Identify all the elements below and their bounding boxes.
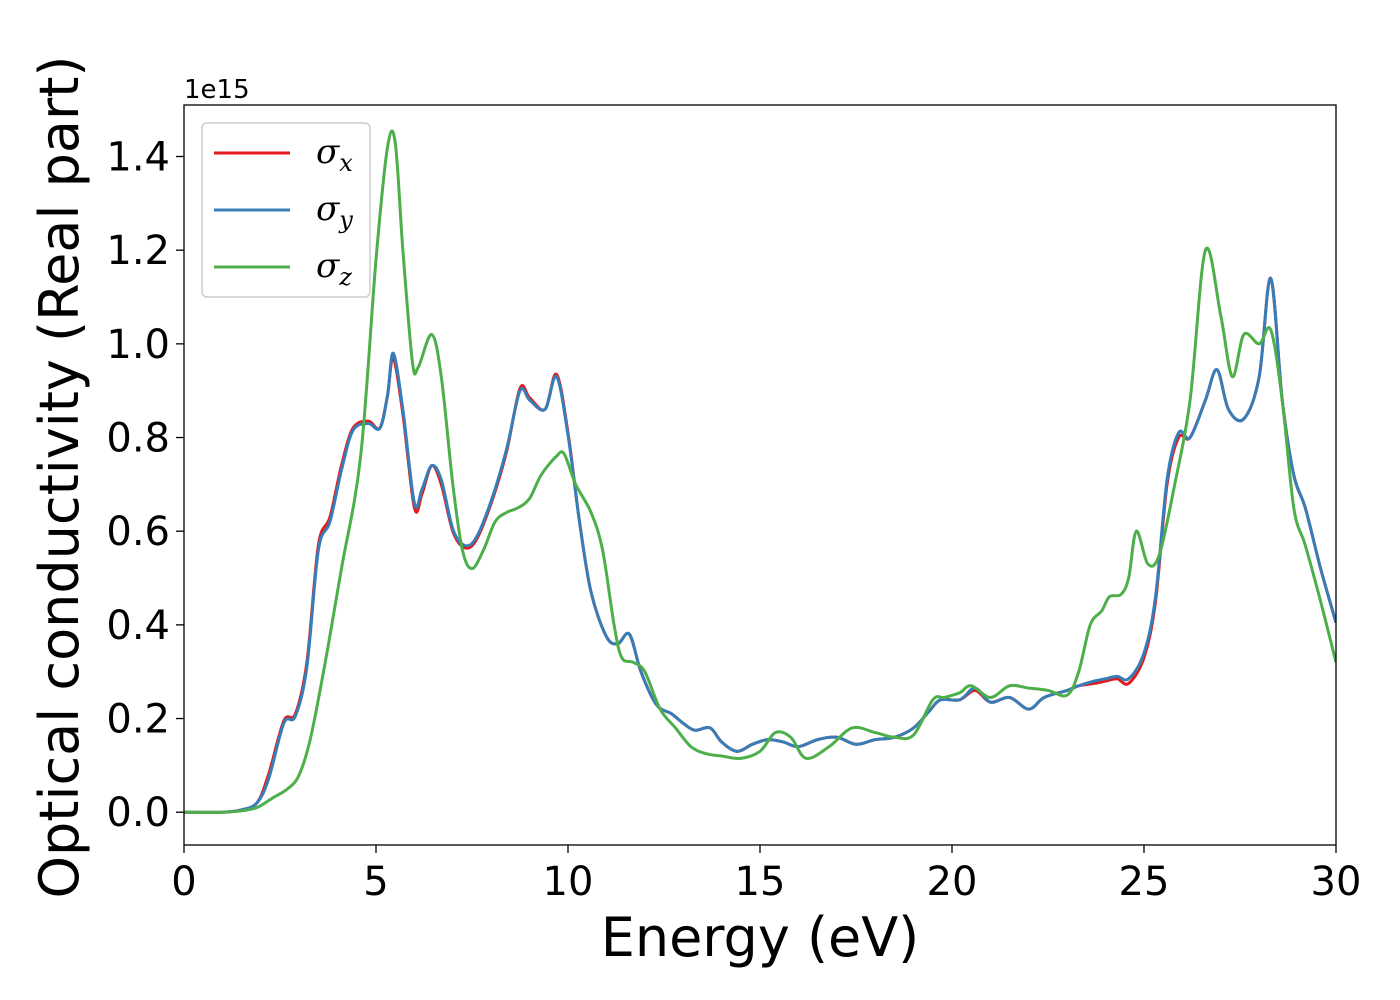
x-tick-label: 15 (735, 859, 786, 905)
y-axis-offset-label: 1e15 (184, 75, 250, 105)
y-axis-ticks: 0.0 0.2 0.4 0.6 0.8 1.0 1.2 1.4 (106, 135, 184, 836)
series-layer (184, 129, 1336, 814)
x-tick-label: 30 (1311, 859, 1362, 905)
x-tick-label: 20 (927, 859, 978, 905)
y-tick-label: 0.4 (106, 603, 170, 649)
x-tick-label: 0 (171, 859, 196, 905)
x-tick-label: 10 (543, 859, 594, 905)
y-tick-label: 0.8 (106, 416, 170, 462)
y-tick-label: 1.0 (106, 322, 170, 368)
x-tick-label: 5 (363, 859, 388, 905)
x-axis-ticks: 0 5 10 15 20 25 30 (171, 845, 1361, 905)
y-axis-title: Optical conductivity (Real part) (28, 56, 91, 899)
y-tick-label: 0.2 (106, 697, 170, 743)
y-tick-label: 0.0 (106, 790, 170, 836)
series-line-y (184, 276, 1336, 814)
y-tick-label: 1.4 (106, 135, 170, 181)
x-tick-label: 25 (1119, 859, 1170, 905)
y-tick-label: 1.2 (106, 228, 170, 274)
series-line-z (184, 129, 1336, 814)
x-axis-title: Energy (eV) (601, 906, 920, 969)
y-tick-label: 0.6 (106, 509, 170, 555)
